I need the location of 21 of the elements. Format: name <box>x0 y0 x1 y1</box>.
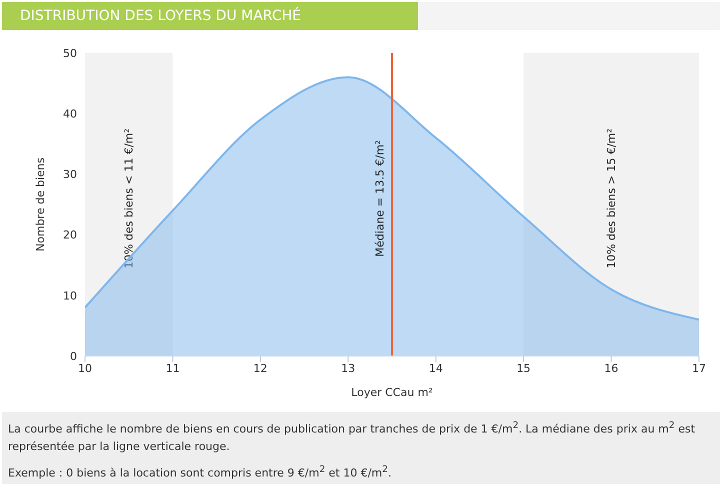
y-tick-label: 40 <box>63 108 77 121</box>
x-tick-label: 14 <box>428 362 443 375</box>
x-tick-label: 10 <box>78 362 92 375</box>
y-tick-label: 30 <box>63 168 77 182</box>
ref-line-label: Médiane = 13.5 €/m² <box>374 140 386 257</box>
text: Exemple : 0 biens à la location sont compris entre 9 €/m$^{2}$ et 10 €/m$^{2}$. <box>8 462 392 482</box>
x-tick-label: 13 <box>341 362 356 375</box>
y-tick-label: 0 <box>70 350 77 363</box>
x-tick-label: 16 <box>604 362 618 375</box>
x-axis-title: Loyer CCau m² <box>351 386 433 399</box>
text: La courbe affiche le nombre de biens en cours de publication par tranches de prix de 1 €/m$^{2}$. La médiane des prix au m$^{2}$ est représentée par la ligne verticale rouge. <box>8 420 696 453</box>
chart-title: DISTRIBUTION DES LOYERS DU MARCHÉ <box>2 2 418 30</box>
band-label: 10% des biens > 15 €/m² <box>604 128 618 268</box>
y-tick-label: 10 <box>63 289 77 302</box>
x-tick-label: 12 <box>253 362 268 375</box>
x-tick-label: 17 <box>692 362 706 375</box>
y-tick-label: 20 <box>63 228 77 242</box>
y-tick-label: 50 <box>63 46 77 60</box>
x-tick-label: 11 <box>166 362 180 375</box>
y-axis-title: Nombre de biens <box>34 157 47 252</box>
x-tick-label: 15 <box>516 362 531 375</box>
